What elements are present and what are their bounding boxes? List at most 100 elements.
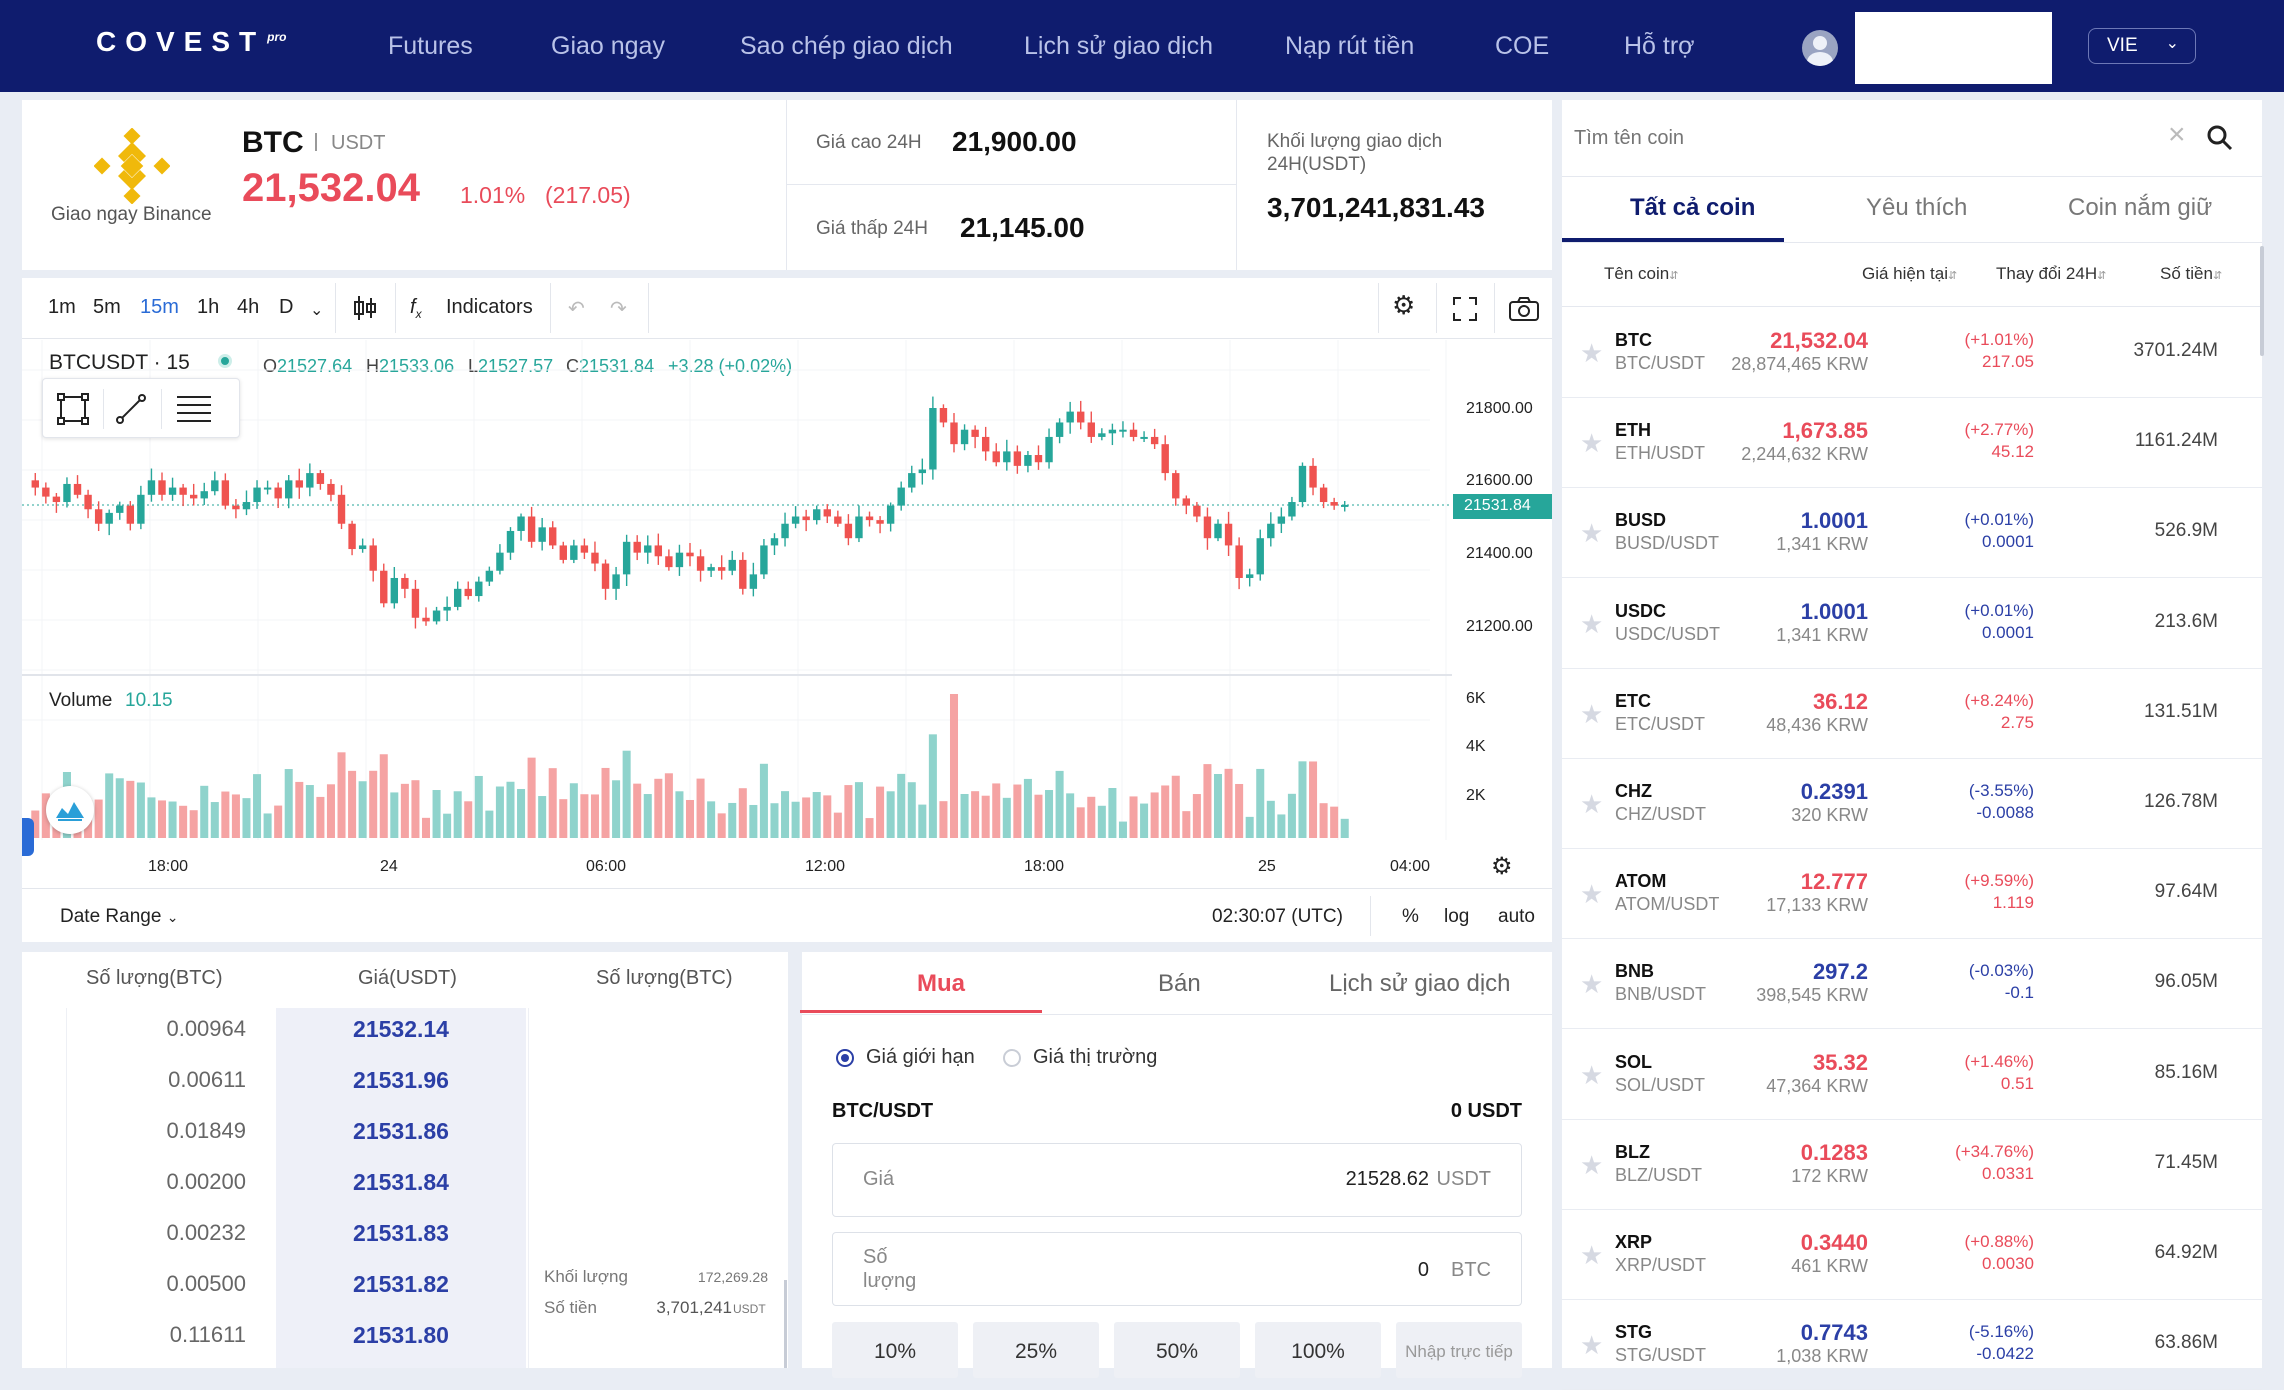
orderbook-price[interactable]: 21531.96 [353, 1067, 449, 1093]
trendline-tool-icon[interactable] [115, 393, 147, 425]
coin-search-input[interactable] [1574, 118, 2164, 158]
favorite-star-icon[interactable]: ★ [1580, 608, 1604, 639]
divider [802, 1014, 1552, 1015]
coin-row[interactable]: ★ BTC BTC/USDT 21,532.04 28,874,465 KRW (+1.0… [1562, 308, 2262, 398]
brand-logo[interactable]: COVEST pro [96, 26, 287, 57]
tradingview-logo-icon[interactable] [46, 786, 94, 834]
col-header-amount[interactable]: Số tiền⇵ [2160, 264, 2223, 283]
favorite-star-icon[interactable]: ★ [1580, 698, 1604, 729]
coin-row[interactable]: ★ ATOM ATOM/USDT 12.777 17,133 KRW (+9.59%) 1.… [1562, 849, 2262, 940]
settings-gear-icon[interactable]: ⚙ [1392, 290, 1416, 320]
candle-body [1267, 523, 1275, 539]
coin-row[interactable]: ★ SOL SOL/USDT 35.32 47,364 KRW (+1.46%) 0.51 8… [1562, 1030, 2262, 1120]
nav-coe[interactable]: COE [1495, 32, 1550, 60]
coin-row[interactable]: ★ STG STG/USDT 0.7743 1,038 KRW (-5.16%) -0.04… [1562, 1300, 2262, 1390]
interval-1m[interactable]: 1m [48, 296, 76, 318]
interval-5m[interactable]: 5m [93, 296, 121, 318]
favorite-star-icon[interactable]: ★ [1580, 1330, 1604, 1361]
coin-row[interactable]: ★ XRP XRP/USDT 0.3440 461 KRW (+0.88%) 0.0030 6… [1562, 1210, 2262, 1300]
market-order-label[interactable]: Giá thị trường [1033, 1046, 1158, 1068]
orderbook-price[interactable]: 21531.83 [353, 1220, 449, 1246]
search-icon[interactable] [2206, 124, 2234, 152]
quantity-input-value[interactable]: 0 [1417, 1259, 1429, 1281]
favorite-star-icon[interactable]: ★ [1580, 789, 1604, 819]
tab-buy[interactable]: Mua [917, 970, 965, 997]
orderbook-price[interactable]: 21531.86 [353, 1118, 449, 1144]
favorite-star-icon[interactable]: ★ [1580, 1059, 1604, 1090]
coin-row[interactable]: ★ USDC USDC/USDT 1.0001 1,341 KRW (+0.01%) 0.0… [1562, 579, 2262, 669]
tab-holdings[interactable]: Coin nắm giữ [2068, 194, 2213, 221]
fib-tool-icon[interactable] [175, 393, 213, 425]
axis-settings-gear-icon[interactable]: ⚙ [1491, 853, 1513, 880]
coin-row[interactable]: ★ BNB BNB/USDT 297.2 398,545 KRW (-0.03%) -0.1… [1562, 939, 2262, 1030]
interval-dropdown-icon[interactable]: ⌄ [310, 302, 324, 319]
interval-4h[interactable]: 4h [237, 296, 260, 318]
orderbook-scrollbar[interactable] [784, 1280, 787, 1368]
tab-all-coins[interactable]: Tất cả coin [1630, 194, 1756, 221]
favorite-star-icon[interactable]: ★ [1580, 879, 1604, 910]
price-input-value[interactable]: 21528.62 [1345, 1168, 1429, 1190]
fullscreen-icon[interactable] [1452, 296, 1478, 322]
indicators-button[interactable]: Indicators [446, 296, 533, 318]
nav-support[interactable]: Hỗ trợ [1624, 32, 1695, 60]
interval-d[interactable]: D [279, 296, 294, 318]
nav-futures[interactable]: Futures [388, 32, 473, 60]
interval-15m[interactable]: 15m [140, 296, 179, 318]
col-header-price[interactable]: Giá hiện tại⇵ [1862, 264, 1958, 283]
nav-copy-trading[interactable]: Sao chép giao dịch [740, 32, 953, 60]
percent-scale-toggle[interactable]: % [1402, 906, 1419, 927]
orderbook-price[interactable]: 21531.82 [353, 1271, 449, 1297]
user-avatar-icon[interactable] [1802, 30, 1838, 66]
tab-favorites[interactable]: Yêu thích [1866, 194, 1968, 221]
percent-10-button[interactable]: 10% [832, 1322, 958, 1378]
camera-icon[interactable] [1508, 296, 1540, 322]
language-select[interactable]: VIE ⌄ [2088, 28, 2196, 64]
coin-row[interactable]: ★ ETH ETH/USDT 1,673.85 2,244,632 KRW (+2.77%… [1562, 398, 2262, 489]
account-box[interactable] [1855, 12, 2052, 84]
indicators-icon[interactable]: fx [410, 296, 422, 321]
favorite-star-icon[interactable]: ★ [1580, 969, 1604, 1000]
market-order-radio[interactable] [1003, 1049, 1021, 1067]
limit-order-label[interactable]: Giá giới hạn [866, 1046, 975, 1068]
favorite-star-icon[interactable]: ★ [1580, 1240, 1604, 1270]
tab-order-history[interactable]: Lịch sử giao dịch [1329, 970, 1511, 997]
direct-input-button[interactable]: Nhập trực tiếp [1396, 1322, 1522, 1378]
redo-icon[interactable]: ↷ [610, 298, 627, 320]
tab-sell[interactable]: Bán [1158, 970, 1201, 997]
orderbook-price[interactable]: 21531.84 [353, 1169, 449, 1195]
rectangle-tool-icon[interactable] [57, 393, 89, 425]
favorite-star-icon[interactable]: ★ [1580, 1149, 1604, 1180]
undo-icon[interactable]: ↶ [568, 298, 585, 320]
coin-list-scrollbar[interactable] [2260, 246, 2264, 356]
orderbook-price[interactable]: 21531.80 [353, 1322, 449, 1348]
date-range-button[interactable]: Date Range ⌄ [60, 906, 179, 927]
col-header-name[interactable]: Tên coin⇵ [1604, 264, 1679, 283]
nav-spot[interactable]: Giao ngay [551, 32, 665, 60]
percent-100-button[interactable]: 100% [1255, 1322, 1381, 1378]
candlestick-chart[interactable] [22, 340, 1452, 840]
coin-row[interactable]: ★ ETC ETC/USDT 36.12 48,436 KRW (+8.24%) 2.75 1… [1562, 669, 2262, 759]
favorite-star-icon[interactable]: ★ [1580, 518, 1604, 549]
favorite-star-icon[interactable]: ★ [1580, 428, 1604, 459]
percent-25-button[interactable]: 25% [973, 1322, 1099, 1378]
candle-body [158, 480, 166, 495]
candle-type-icon[interactable] [352, 294, 378, 322]
price-input[interactable]: Giá 21528.62 USDT [832, 1143, 1522, 1217]
col-header-change[interactable]: Thay đổi 24H⇵ [1996, 264, 2107, 283]
auto-scale-toggle[interactable]: auto [1498, 906, 1535, 927]
coin-row[interactable]: ★ BUSD BUSD/USDT 1.0001 1,341 KRW (+0.01%) 0.0… [1562, 488, 2262, 579]
nav-trade-history[interactable]: Lịch sử giao dịch [1024, 32, 1214, 60]
panel-toggle-handle[interactable] [22, 818, 34, 856]
nav-deposit-withdraw[interactable]: Nạp rút tiền [1285, 32, 1415, 60]
limit-order-radio[interactable] [836, 1049, 854, 1067]
log-scale-toggle[interactable]: log [1444, 906, 1470, 927]
coin-row[interactable]: ★ CHZ CHZ/USDT 0.2391 320 KRW (-3.55%) -0.0088… [1562, 759, 2262, 849]
coin-row[interactable]: ★ BLZ BLZ/USDT 0.1283 172 KRW (+34.76%) 0.0331… [1562, 1120, 2262, 1210]
orderbook-price[interactable]: 21532.14 [353, 1016, 449, 1042]
interval-1h[interactable]: 1h [197, 296, 220, 318]
quantity-input[interactable]: Số lượng 0 BTC [832, 1232, 1522, 1306]
percent-50-button[interactable]: 50% [1114, 1322, 1240, 1378]
candle-body [591, 552, 599, 564]
favorite-star-icon[interactable]: ★ [1580, 338, 1604, 368]
clear-search-icon[interactable]: × [2168, 118, 2186, 151]
